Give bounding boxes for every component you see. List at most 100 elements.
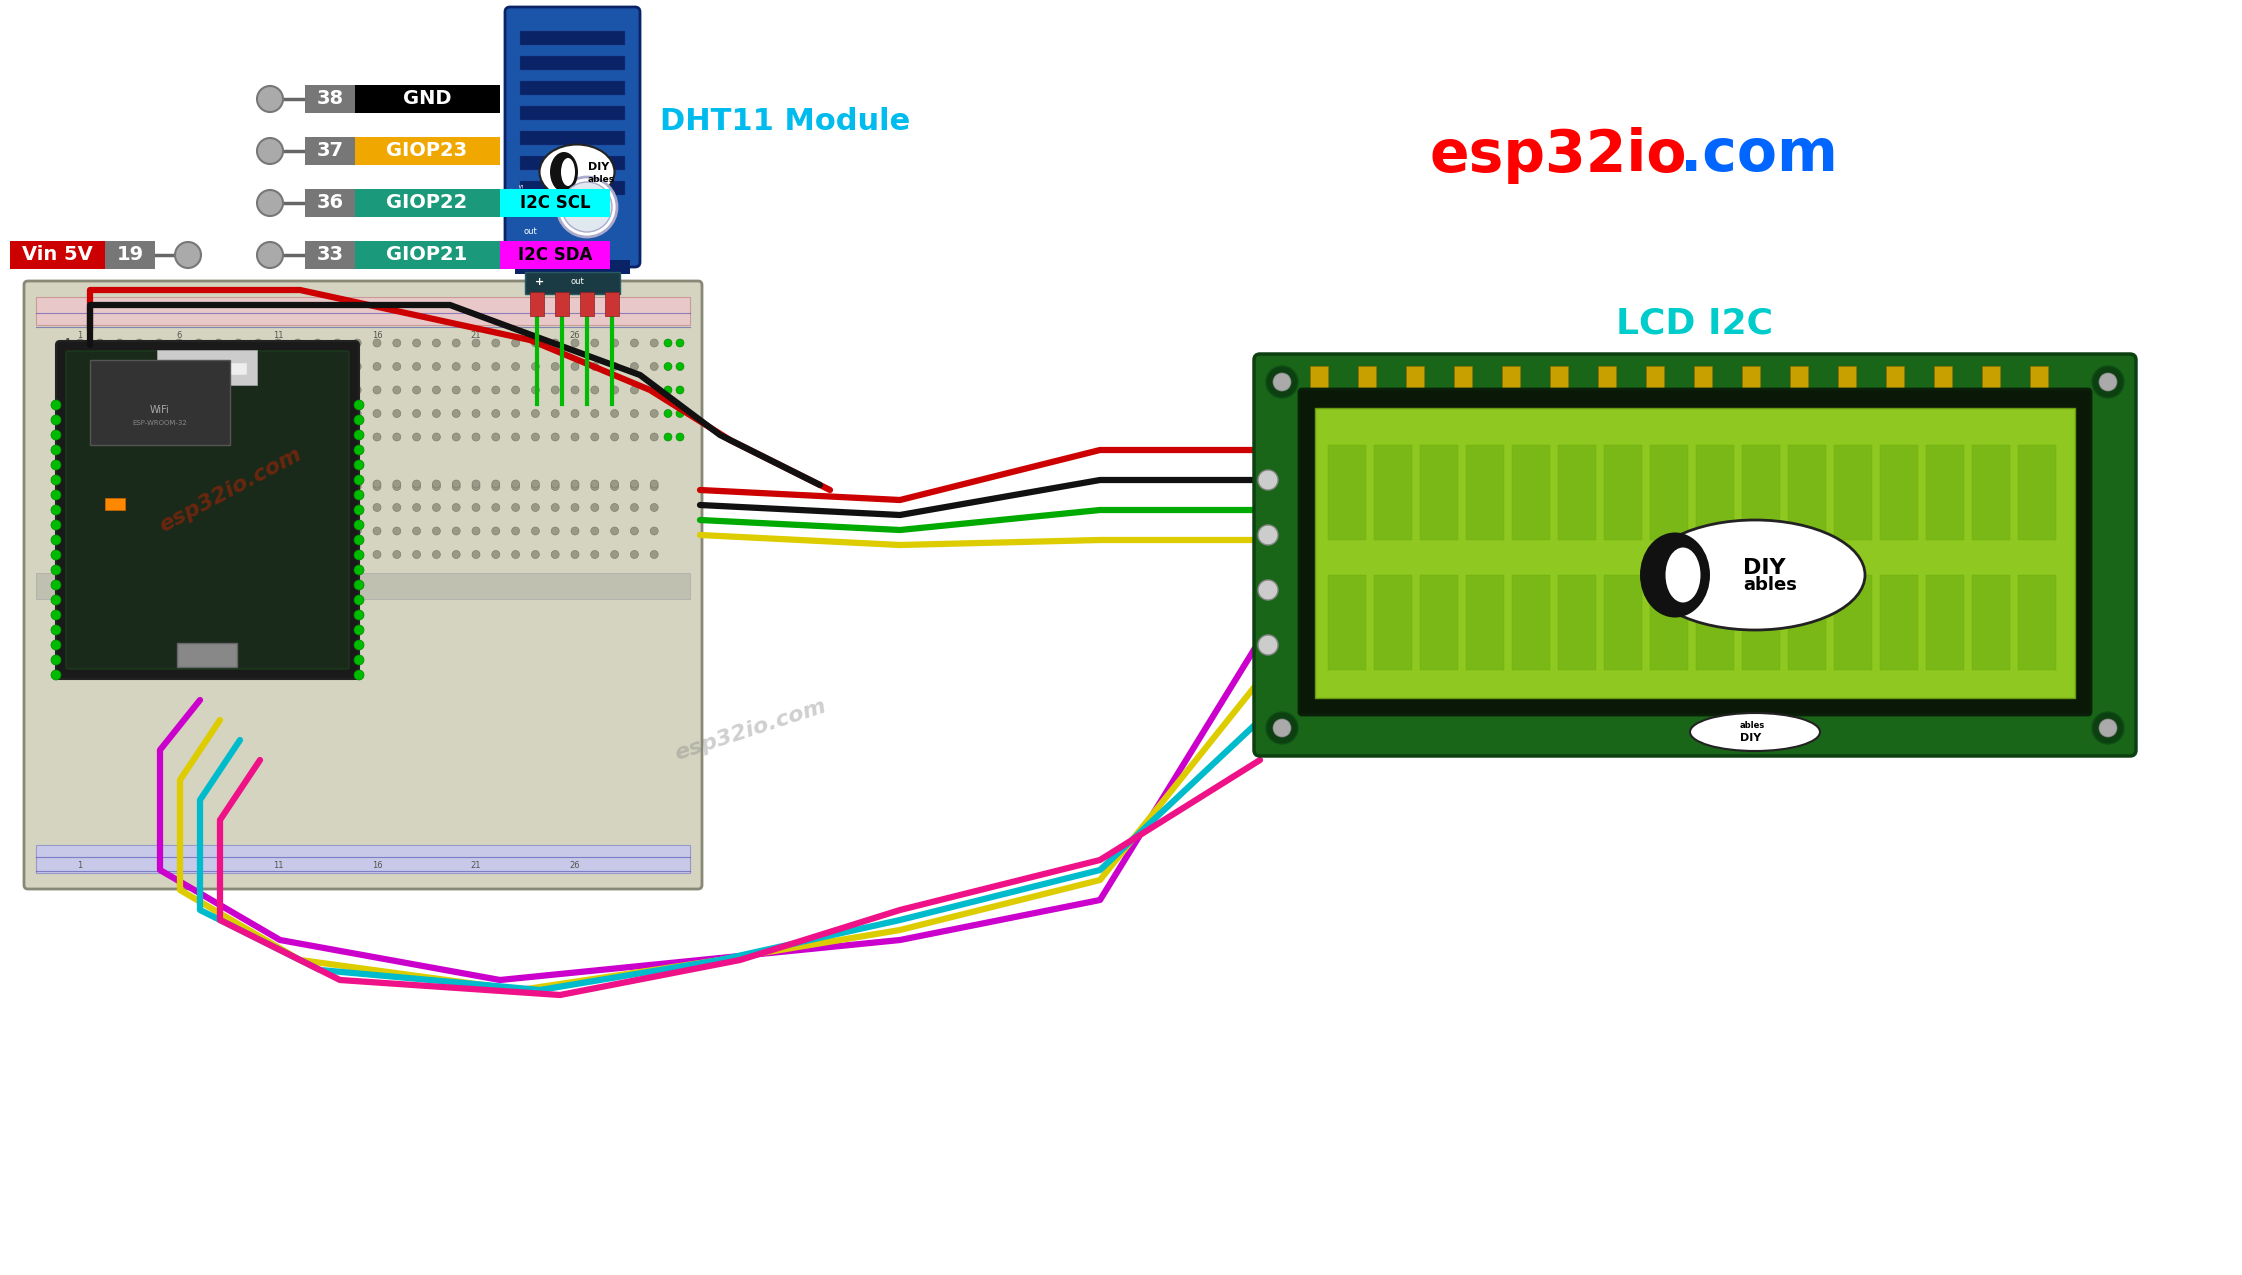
Bar bbox=[1599, 366, 1616, 388]
Circle shape bbox=[354, 609, 363, 620]
Circle shape bbox=[511, 362, 520, 371]
Circle shape bbox=[195, 434, 202, 441]
Bar bbox=[1406, 366, 1424, 388]
Circle shape bbox=[592, 434, 599, 441]
Circle shape bbox=[258, 242, 282, 268]
Circle shape bbox=[572, 434, 578, 441]
Circle shape bbox=[473, 551, 480, 558]
Text: 6: 6 bbox=[177, 330, 182, 339]
Bar bbox=[520, 31, 626, 45]
Circle shape bbox=[650, 504, 659, 511]
Circle shape bbox=[531, 434, 540, 441]
Circle shape bbox=[610, 434, 619, 441]
Text: out: out bbox=[569, 278, 583, 287]
Circle shape bbox=[354, 655, 363, 666]
Bar bbox=[520, 131, 626, 145]
Bar bbox=[166, 363, 247, 375]
Circle shape bbox=[1258, 470, 1278, 490]
Circle shape bbox=[195, 504, 202, 511]
Text: A: A bbox=[65, 338, 72, 348]
Circle shape bbox=[135, 482, 143, 491]
Circle shape bbox=[473, 339, 480, 347]
Circle shape bbox=[677, 386, 684, 394]
Circle shape bbox=[117, 479, 123, 488]
Circle shape bbox=[175, 242, 202, 268]
Circle shape bbox=[52, 490, 61, 500]
Circle shape bbox=[294, 409, 303, 417]
Circle shape bbox=[294, 504, 303, 511]
Circle shape bbox=[52, 520, 61, 530]
Circle shape bbox=[96, 362, 103, 371]
Bar bbox=[1742, 445, 1780, 541]
Text: 6: 6 bbox=[177, 861, 182, 870]
Circle shape bbox=[433, 504, 439, 511]
Bar bbox=[354, 136, 500, 164]
Bar bbox=[1789, 575, 1825, 669]
Circle shape bbox=[664, 409, 673, 417]
Circle shape bbox=[677, 339, 684, 347]
Circle shape bbox=[314, 479, 321, 488]
Circle shape bbox=[392, 527, 401, 535]
Circle shape bbox=[650, 527, 659, 535]
Circle shape bbox=[354, 550, 363, 560]
Circle shape bbox=[52, 580, 61, 590]
Circle shape bbox=[473, 434, 480, 441]
Circle shape bbox=[354, 580, 363, 590]
Circle shape bbox=[433, 386, 439, 394]
Circle shape bbox=[96, 434, 103, 441]
Circle shape bbox=[155, 434, 164, 441]
Bar bbox=[354, 85, 500, 113]
Circle shape bbox=[253, 479, 262, 488]
Text: 33: 33 bbox=[316, 246, 343, 264]
Circle shape bbox=[195, 527, 202, 535]
Circle shape bbox=[155, 339, 164, 347]
Bar bbox=[1650, 575, 1688, 669]
Text: 36: 36 bbox=[316, 194, 343, 213]
Text: G: G bbox=[65, 505, 72, 515]
Circle shape bbox=[531, 362, 540, 371]
Circle shape bbox=[175, 482, 184, 491]
Circle shape bbox=[334, 479, 341, 488]
Circle shape bbox=[491, 434, 500, 441]
Circle shape bbox=[1258, 525, 1278, 544]
Circle shape bbox=[413, 362, 421, 371]
Circle shape bbox=[274, 409, 282, 417]
Circle shape bbox=[135, 527, 143, 535]
Circle shape bbox=[235, 504, 242, 511]
Circle shape bbox=[215, 409, 222, 417]
Circle shape bbox=[413, 386, 421, 394]
Circle shape bbox=[155, 482, 164, 491]
Circle shape bbox=[155, 479, 164, 488]
Text: 21: 21 bbox=[471, 330, 482, 339]
Circle shape bbox=[314, 504, 321, 511]
Circle shape bbox=[294, 339, 303, 347]
Circle shape bbox=[630, 482, 639, 491]
Circle shape bbox=[274, 482, 282, 491]
Circle shape bbox=[610, 482, 619, 491]
Bar bbox=[9, 241, 105, 269]
Circle shape bbox=[354, 536, 363, 544]
Circle shape bbox=[235, 409, 242, 417]
Circle shape bbox=[175, 479, 184, 488]
Bar bbox=[36, 572, 691, 599]
Circle shape bbox=[175, 551, 184, 558]
Circle shape bbox=[76, 482, 83, 491]
Circle shape bbox=[592, 362, 599, 371]
Bar bbox=[500, 241, 610, 269]
Circle shape bbox=[511, 434, 520, 441]
Circle shape bbox=[155, 362, 164, 371]
Circle shape bbox=[453, 504, 460, 511]
Bar bbox=[1742, 366, 1760, 388]
Circle shape bbox=[491, 409, 500, 417]
Circle shape bbox=[52, 625, 61, 635]
Circle shape bbox=[354, 445, 363, 455]
Circle shape bbox=[96, 386, 103, 394]
Circle shape bbox=[117, 504, 123, 511]
Text: 38: 38 bbox=[316, 89, 343, 108]
Bar bbox=[1374, 445, 1412, 541]
Circle shape bbox=[175, 434, 184, 441]
Bar bbox=[1695, 575, 1733, 669]
Text: 11: 11 bbox=[274, 861, 282, 870]
Bar bbox=[500, 189, 610, 217]
Circle shape bbox=[253, 339, 262, 347]
